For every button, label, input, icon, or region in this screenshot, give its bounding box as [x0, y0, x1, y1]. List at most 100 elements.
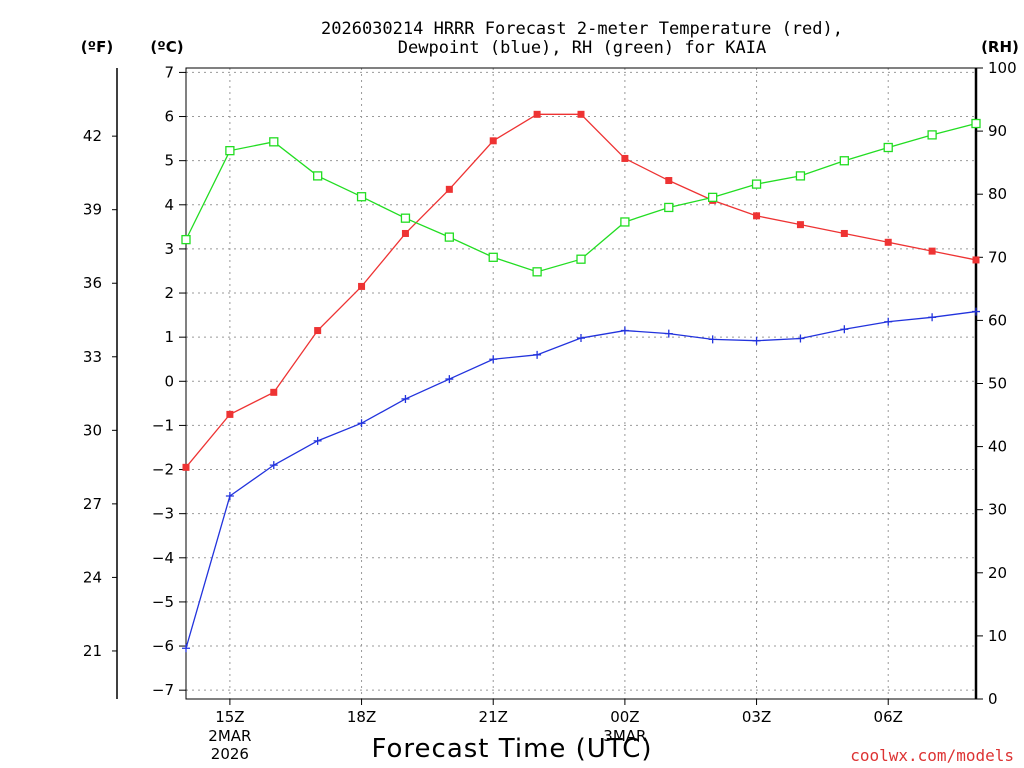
x-tick-label: 21Z — [479, 708, 508, 726]
temperature-point — [753, 212, 761, 220]
rh-point — [444, 232, 454, 242]
plot-frame — [185, 67, 977, 700]
rh-point — [839, 156, 849, 166]
rh-point — [269, 137, 279, 147]
rh-point — [313, 171, 323, 181]
fahrenheit-axis-unit: (ºF) — [81, 38, 113, 56]
dewpoint-point — [533, 350, 542, 359]
dewpoint-point — [269, 461, 278, 470]
x-axis-title: Forecast Time (UTC) — [371, 734, 652, 764]
rh-point — [225, 146, 235, 156]
rh-point — [181, 234, 191, 245]
celsius-tick-label: 5 — [164, 152, 174, 170]
celsius-tick-label: 3 — [164, 240, 174, 258]
temperature-point — [884, 238, 892, 246]
rh-axis-unit: (RH) — [981, 38, 1019, 56]
dewpoint-point — [796, 334, 805, 343]
celsius-tick-label: −5 — [152, 593, 174, 611]
dewpoint-point — [357, 419, 366, 428]
temperature-point — [226, 410, 234, 418]
fahrenheit-tick-label: 27 — [83, 495, 102, 513]
rh-tick-label: 50 — [988, 375, 1007, 393]
celsius-tick-label: −2 — [152, 461, 174, 479]
rh-point — [971, 118, 981, 129]
rh-point — [532, 267, 542, 277]
credit-text: coolwx.com/models — [850, 746, 1014, 765]
rh-point — [356, 192, 367, 202]
celsius-tick-label: −3 — [152, 505, 174, 523]
data-series — [181, 110, 981, 653]
rh-line — [185, 122, 977, 273]
dewpoint-point — [752, 336, 761, 345]
temperature-point — [314, 327, 322, 335]
dewpoint-point — [884, 317, 893, 326]
rh-tick-label: 10 — [988, 627, 1007, 645]
x-tick-label: 06Z — [874, 708, 903, 726]
tick-labels: −7 −6 −5 −4 −3 −2 −1 0 1 2 3 4 5 6 7 21 24 27 30 33 36 39 42 0 1… — [83, 59, 1017, 763]
x-tick-date-label: 2MAR — [208, 727, 251, 745]
dewpoint-point — [708, 335, 717, 344]
rh-tick-label: 90 — [988, 122, 1007, 140]
rh-point — [576, 254, 586, 264]
rh-tick-label: 0 — [988, 690, 998, 708]
fahrenheit-tick-label: 30 — [83, 421, 102, 439]
dewpoint-point — [928, 313, 937, 322]
celsius-tick-label: −4 — [152, 549, 174, 567]
rh-tick-label: 80 — [988, 185, 1007, 203]
celsius-tick-label: 2 — [164, 284, 174, 302]
grid-lines — [186, 68, 976, 699]
dewpoint-point — [225, 492, 234, 501]
rh-point — [795, 171, 806, 181]
temperature-series — [182, 110, 980, 471]
temperature-point — [489, 137, 497, 145]
x-tick-year-label: 2026 — [211, 745, 249, 763]
dewpoint-series — [182, 307, 980, 653]
axes — [112, 67, 983, 705]
dewpoint-point — [840, 325, 849, 334]
fahrenheit-tick-label: 33 — [83, 348, 102, 366]
temperature-point — [972, 256, 980, 264]
dewpoint-point — [972, 307, 980, 316]
rh-point — [883, 142, 893, 153]
celsius-tick-label: 1 — [164, 328, 174, 346]
rh-point — [927, 130, 937, 140]
temperature-point — [445, 185, 453, 193]
rh-point — [620, 217, 630, 227]
x-tick-label: 00Z — [610, 708, 639, 726]
celsius-tick-label: −6 — [152, 637, 174, 655]
rh-tick-label: 100 — [988, 59, 1017, 77]
rh-tick-label: 20 — [988, 564, 1007, 582]
temperature-point — [577, 110, 585, 118]
temperature-point — [796, 221, 804, 229]
fahrenheit-tick-label: 21 — [83, 642, 102, 660]
celsius-tick-label: 4 — [164, 196, 174, 214]
dewpoint-point — [445, 375, 454, 384]
celsius-axis-unit: (ºC) — [150, 38, 183, 56]
temperature-point — [182, 463, 190, 471]
temperature-line — [185, 113, 977, 468]
dewpoint-point — [182, 644, 190, 653]
temperature-point — [270, 388, 278, 396]
temperature-point — [665, 177, 673, 185]
x-tick-label: 18Z — [347, 708, 376, 726]
fahrenheit-tick-label: 42 — [83, 127, 102, 145]
rh-tick-label: 70 — [988, 248, 1007, 266]
temperature-point — [533, 110, 541, 118]
rh-point — [708, 192, 718, 203]
dewpoint-point — [489, 355, 498, 364]
x-tick-label: 03Z — [742, 708, 771, 726]
celsius-tick-label: −7 — [152, 681, 174, 699]
rh-tick-label: 40 — [988, 438, 1007, 456]
temperature-point — [621, 154, 629, 162]
celsius-tick-label: 6 — [164, 108, 174, 126]
fahrenheit-tick-label: 36 — [83, 274, 102, 292]
chart-title-line-1: 2026030214 HRRR Forecast 2-meter Tempera… — [321, 19, 843, 39]
rh-tick-label: 30 — [988, 501, 1007, 519]
dewpoint-point — [577, 334, 585, 343]
rh-tick-label: 60 — [988, 311, 1007, 329]
rh-series — [181, 118, 981, 277]
celsius-tick-label: 0 — [164, 372, 174, 390]
rh-point — [751, 179, 762, 189]
temperature-point — [928, 247, 936, 255]
chart-title-line-2: Dewpoint (blue), RH (green) for KAIA — [398, 38, 766, 58]
